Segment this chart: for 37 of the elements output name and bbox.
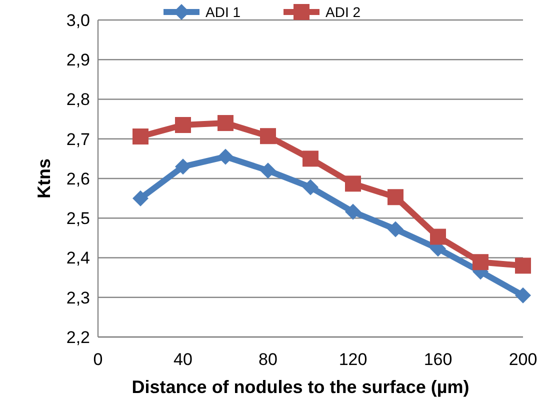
legend-label: ADI 1: [206, 4, 241, 20]
point: [302, 150, 318, 167]
y-tick-label: 2,6: [66, 169, 90, 188]
x-axis-title: Distance of nodules to the surface (µm): [132, 377, 470, 397]
x-tick-label: 0: [93, 350, 103, 369]
y-tick-label: 2,2: [66, 328, 90, 347]
y-tick-label: 3,0: [66, 10, 90, 30]
x-tick-label: 120: [338, 350, 368, 369]
point: [175, 158, 191, 175]
point: [345, 204, 361, 220]
point: [302, 179, 318, 196]
point: [260, 162, 276, 179]
x-tick-label: 160: [424, 350, 452, 369]
x-tick-label: 80: [258, 350, 278, 369]
y-tick-label: 2,4: [66, 248, 90, 268]
point: [515, 287, 531, 304]
point: [472, 254, 488, 270]
point: [345, 176, 361, 192]
y-tick-label: 2,8: [66, 90, 90, 110]
point: [515, 258, 531, 274]
point: [388, 221, 404, 238]
point: [132, 128, 148, 144]
point: [260, 128, 276, 144]
point: [132, 190, 148, 206]
y-axis-title: Ktns: [34, 158, 54, 198]
y-tick-label: 2,5: [66, 209, 90, 228]
point: [175, 117, 191, 134]
y-tick-label: 2,7: [66, 130, 90, 149]
legend-label: ADI 2: [326, 4, 361, 20]
x-tick-label: 200: [508, 350, 538, 369]
x-tick-label: 40: [174, 350, 192, 369]
y-tick-label: 2,3: [66, 288, 90, 308]
point: [218, 148, 234, 165]
point: [388, 189, 404, 206]
point: [430, 228, 446, 245]
point: [218, 115, 234, 132]
y-tick-label: 2,9: [66, 50, 90, 70]
